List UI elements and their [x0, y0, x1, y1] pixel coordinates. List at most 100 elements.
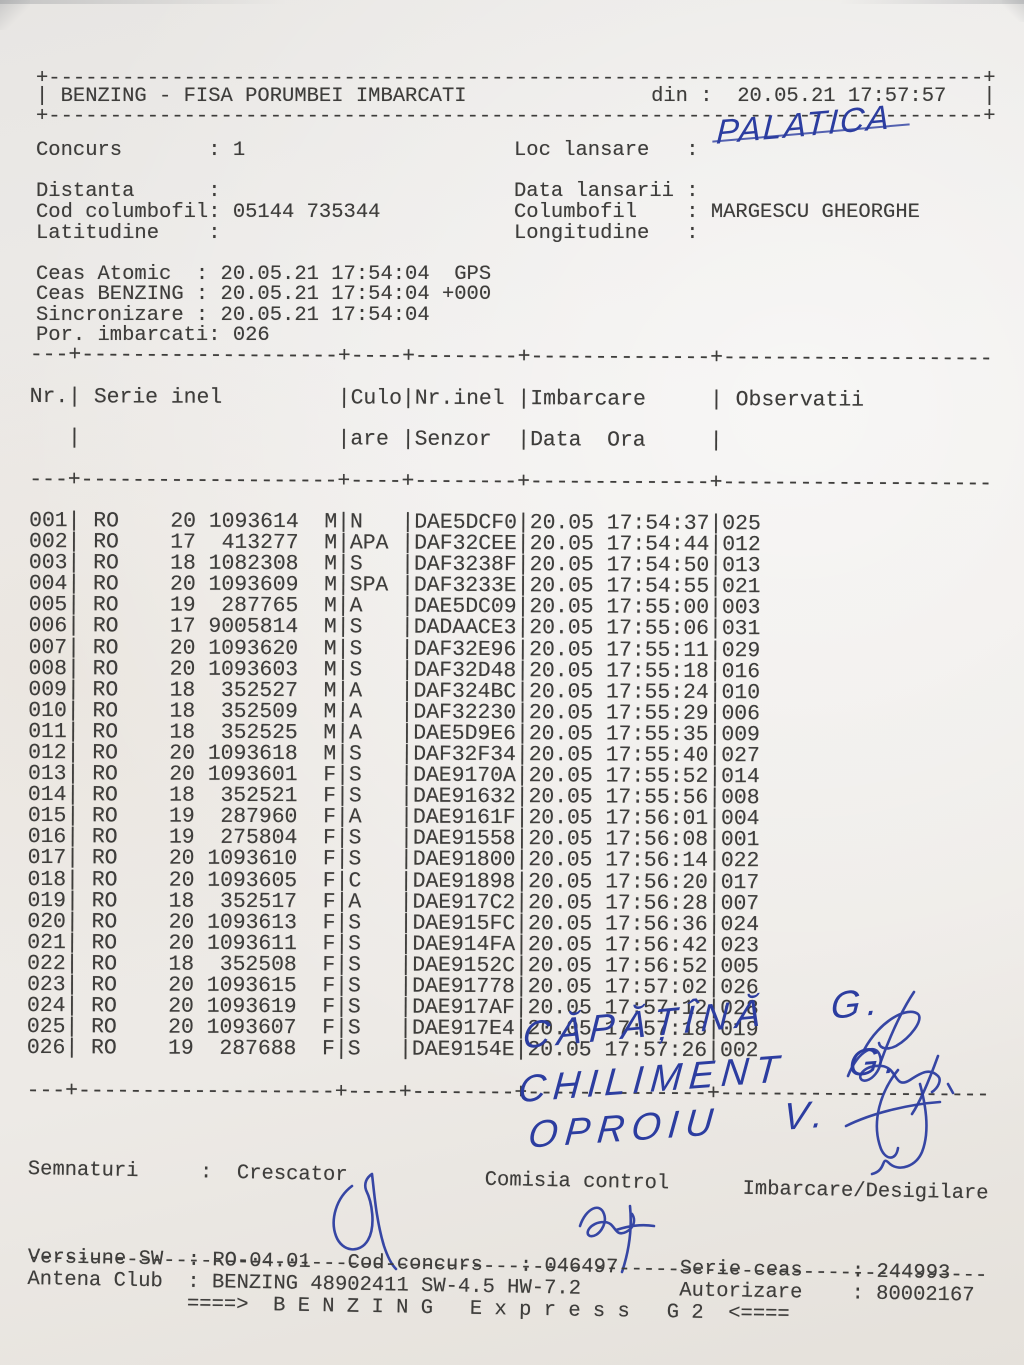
nr-cell: 005: [28, 593, 68, 618]
colon: :: [208, 138, 221, 162]
data-lansarii-label: Data lansarii: [514, 179, 674, 203]
page-title: BENZING - FISA PORUMBEI IMBARCATI: [60, 84, 467, 108]
autorizare-value: 80002167: [875, 1282, 975, 1308]
antena-club-label: Antena Club: [27, 1267, 163, 1294]
colon: :: [208, 200, 221, 224]
senzor-cell: DAF324BC: [413, 679, 517, 704]
colon: :: [208, 221, 221, 245]
culoare-cell: S: [347, 974, 361, 999]
ceas-benzing-value: 20.05.21 17:54:04 +000: [220, 282, 492, 306]
photo-edge-top-right: [1002, 0, 1024, 22]
table-border-bottom: ---+--------------------+----+--------+-…: [26, 1078, 990, 1107]
senzor-header2: Senzor: [414, 427, 492, 453]
culoare-cell: S: [347, 1037, 361, 1062]
ceas-atomic-value: 20.05.21 17:54:04 GPS: [220, 262, 492, 286]
nr-cell: 020: [27, 909, 66, 934]
colon: :: [208, 323, 221, 347]
cod-columbofil-label: Cod columbofil: [36, 200, 209, 224]
nr-cell: 003: [28, 551, 68, 576]
observatii-cell: 019: [720, 1018, 759, 1043]
table-border-top: ---+--------------------+----+--------+-…: [29, 343, 993, 372]
cell-separator: |: [334, 1037, 348, 1062]
nr-cell: 024: [26, 994, 66, 1019]
empty-cell: [81, 428, 338, 449]
nr-cell: 015: [27, 804, 67, 829]
nr-cell: 007: [28, 635, 68, 660]
cell-separator: |: [401, 427, 415, 452]
colon: :: [195, 303, 209, 327]
observatii-cell: 006: [721, 701, 761, 726]
observatii-cell: 031: [721, 617, 761, 642]
nr-header: Nr.: [29, 384, 69, 409]
culoare-cell: S: [348, 847, 362, 872]
versiune-sw-value: RO-04.01: [212, 1249, 311, 1274]
observatii-cell: 016: [721, 659, 761, 684]
colon: :: [195, 282, 209, 306]
culoare-cell: S: [349, 552, 363, 577]
senzor-cell: DAE917C2: [412, 890, 516, 915]
nr-cell: 006: [28, 614, 68, 639]
cod-concurs-value: 046497: [544, 1255, 619, 1280]
table-rows: 001| RO 20 1093614 M|N |DAE5DCF0|20.05 17…: [26, 508, 992, 1064]
versiune-sw-label: Versiune SW: [27, 1246, 164, 1272]
culoare-cell: A: [349, 594, 363, 619]
cell-separator: |: [514, 1038, 528, 1063]
cell-separator: |: [67, 426, 81, 451]
columbofil-value: MARGESCU GHEORGHE: [710, 200, 920, 224]
observatii-cell: 028: [720, 997, 759, 1022]
culoare-cell: S: [348, 953, 362, 978]
latitudine-label: Latitudine: [36, 221, 160, 245]
distanta-line: Distanta:: [36, 179, 233, 203]
distanta-label: Distanta: [36, 179, 135, 203]
nr-cell: 023: [27, 973, 66, 998]
cell-separator: |: [337, 427, 351, 452]
culoare-header2: are: [350, 427, 389, 452]
ceas-benzing-line: Ceas BENZING:20.05.21 17:54:04 +000: [36, 282, 492, 306]
nr-cell: 017: [27, 846, 67, 871]
sincronizare-label: Sincronizare: [36, 303, 184, 327]
culoare-cell: S: [348, 784, 362, 809]
nr-cell: 013: [27, 762, 67, 787]
imbarcare-header2: Data Ora: [530, 428, 646, 453]
header-border-bottom: +---------------------------------------…: [36, 104, 996, 128]
sincronizare-line: Sincronizare:20.05.21 17:54:04: [36, 303, 430, 327]
colon: :: [208, 179, 221, 203]
nr-cell: 021: [27, 930, 66, 955]
cell-separator: |: [401, 386, 415, 411]
header-border-top: +---------------------------------------…: [36, 66, 996, 90]
nr-cell: 008: [28, 656, 68, 681]
colon: :: [199, 1161, 213, 1185]
nr-cell: 004: [28, 572, 68, 597]
colon: :: [686, 200, 699, 224]
senzor-cell: DAE915FC: [412, 911, 516, 936]
nr-cell: 016: [27, 825, 67, 850]
cell-separator: |: [65, 1036, 79, 1061]
colon: :: [851, 1260, 865, 1284]
cell-separator: |: [68, 384, 82, 410]
observatii-cell: 026: [720, 976, 759, 1001]
culoare-header: Culo: [350, 386, 402, 411]
culoare-cell: S: [349, 658, 363, 683]
colon: :: [686, 179, 699, 203]
columbofil-label: Columbofil: [514, 200, 638, 224]
nr-cell: 001: [29, 508, 68, 534]
comisia-control-label: Comisia control: [484, 1168, 670, 1196]
observatii-cell: 009: [721, 722, 760, 748]
culoare-cell: A: [348, 890, 362, 915]
columbofil-line: Columbofil: MARGESCU GHEORGHE: [514, 200, 920, 224]
imbarcare-header: Imbarcare: [530, 386, 646, 412]
nr-cell: 011: [28, 719, 67, 745]
semnaturi-line: Semnaturi: Crescator: [28, 1158, 348, 1187]
colon: :: [187, 1270, 200, 1294]
colon: :: [851, 1282, 865, 1306]
longitudine-line: Longitudine:: [514, 223, 711, 244]
nr-cell: 010: [28, 698, 67, 723]
table-header-line2: | |are |Senzor |Data Ora |: [29, 426, 992, 453]
nr-cell: 026: [26, 1036, 66, 1061]
cod-columbofil-line: Cod columbofil: 05144 735344: [36, 200, 380, 224]
culoare-cell: S: [348, 932, 362, 957]
colon: :: [519, 1254, 533, 1278]
observatii-header: Observatii: [735, 387, 865, 413]
culoare-cell: N: [349, 510, 363, 535]
cell-separator: |: [709, 387, 723, 412]
